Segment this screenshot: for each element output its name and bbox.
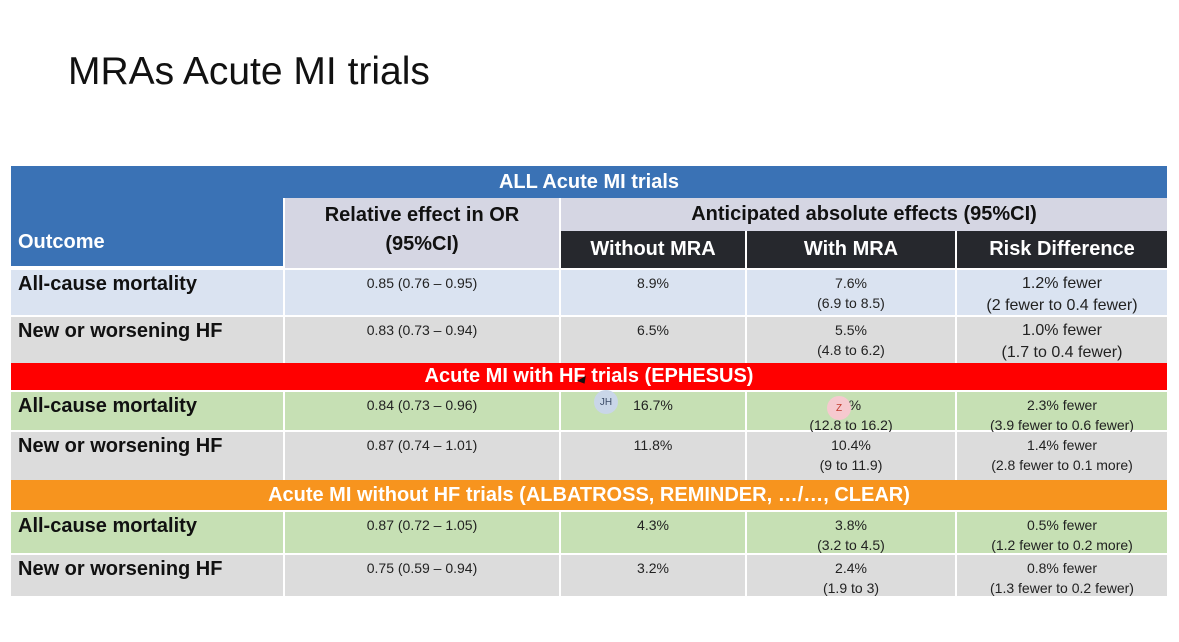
odds-ratio: 0.84 (0.73 – 0.96) [285,392,561,430]
odds-ratio: 0.83 (0.73 – 0.94) [285,317,561,363]
risk-difference-value: 0.8% fewer (1.3 fewer to 0.2 fewer) [957,555,1167,596]
results-table: ALL Acute MI trials Outcome Relative eff… [11,166,1167,596]
table-row: New or worsening HF 0.83 (0.73 – 0.94) 6… [11,315,1167,363]
risk-difference-value: 1.0% fewer (1.7 to 0.4 fewer) [957,317,1167,363]
with-mra-value: 3.8% (3.2 to 4.5) [747,512,957,553]
risk-ci: (3.9 fewer to 0.6 fewer) [990,417,1134,433]
outcome-label: All-cause mortality [11,392,285,430]
header-outcome: Outcome [11,198,285,268]
risk-ci: (1.3 fewer to 0.2 fewer) [990,580,1134,596]
odds-ratio: 0.87 (0.74 – 1.01) [285,432,561,480]
with-mra-point: 7.6% [835,275,867,291]
without-mra-value: 8.9% [561,270,747,315]
band-all-trials: ALL Acute MI trials [11,166,1167,198]
table-row: All-cause mortality 0.84 (0.73 – 0.96) 1… [11,390,1167,433]
risk-difference-value: 1.2% fewer (2 fewer to 0.4 fewer) [957,270,1167,315]
outcome-label: New or worsening HF [11,317,285,363]
header-risk-difference: Risk Difference [957,231,1167,268]
with-mra-value: 10.4% (9 to 11.9) [747,432,957,480]
with-mra-point: 10.4% [831,437,871,453]
risk-point: 2.3% fewer [1026,397,1098,413]
header-relative-line2: (95%CI) [385,233,459,255]
risk-point: 1.2% fewer [1021,275,1103,292]
with-mra-ci: (9 to 11.9) [819,457,883,473]
without-mra-value: 3.2% [561,555,747,596]
risk-difference-value: 1.4% fewer (2.8 fewer to 0.1 more) [957,432,1167,480]
risk-difference-value: 2.3% fewer (3.9 fewer to 0.6 fewer) [957,392,1167,433]
header-with-mra: With MRA [747,231,957,268]
risk-ci: (1.7 to 0.4 fewer) [1001,344,1123,361]
header-absolute-effects: Anticipated absolute effects (95%CI) Wit… [561,198,1167,268]
header-without-mra: Without MRA [561,231,747,268]
table-row: All-cause mortality 0.87 (0.72 – 1.05) 4… [11,510,1167,553]
with-mra-value: 7.6% (6.9 to 8.5) [747,270,957,315]
risk-ci: (2 fewer to 0.4 fewer) [986,297,1138,314]
with-mra-point: 2.4% [835,560,867,576]
without-mra-value: 11.8% [561,432,747,480]
table-header: Outcome Relative effect in OR (95%CI) An… [11,198,1167,268]
without-mra-value: 16.7% [561,392,747,430]
outcome-label: All-cause mortality [11,512,285,553]
odds-ratio: 0.75 (0.59 – 0.94) [285,555,561,596]
table-row: New or worsening HF 0.87 (0.74 – 1.01) 1… [11,430,1167,480]
with-mra-value: 5.5% (4.8 to 6.2) [747,317,957,363]
outcome-label: New or worsening HF [11,432,285,480]
header-relative-line1: Relative effect in OR [324,204,520,226]
outcome-label: New or worsening HF [11,555,285,596]
user-avatar-jh[interactable]: JH [594,390,618,414]
with-mra-point: 4% [840,397,862,413]
with-mra-value: 4% (12.8 to 16.2) [747,392,957,433]
without-mra-value: 6.5% [561,317,747,363]
with-mra-ci: (12.8 to 16.2) [809,417,893,433]
with-mra-ci: (3.2 to 4.5) [817,537,885,553]
with-mra-ci: (4.8 to 6.2) [817,342,885,358]
band-hf-trials: Acute MI with HF trials (EPHESUS) [11,363,1167,390]
band-no-hf-trials: Acute MI without HF trials (ALBATROSS, R… [11,480,1167,510]
risk-point: 0.5% fewer [1026,517,1098,533]
with-mra-point: 3.8% [835,517,867,533]
risk-ci: (2.8 fewer to 0.1 more) [991,457,1133,473]
header-relative-effect: Relative effect in OR (95%CI) [285,198,561,268]
risk-ci: (1.2 fewer to 0.2 more) [991,537,1133,553]
with-mra-value: 2.4% (1.9 to 3) [747,555,957,596]
with-mra-ci: (6.9 to 8.5) [817,295,885,311]
slide-title: MRAs Acute MI trials [68,50,430,93]
without-mra-value: 4.3% [561,512,747,553]
with-mra-ci: (1.9 to 3) [822,580,880,596]
odds-ratio: 0.87 (0.72 – 1.05) [285,512,561,553]
table-row: New or worsening HF 0.75 (0.59 – 0.94) 3… [11,553,1167,596]
header-absolute-title: Anticipated absolute effects (95%CI) [561,198,1167,231]
risk-point: 1.4% fewer [1026,437,1098,453]
user-avatar-z[interactable]: Z [827,396,851,420]
table-row: All-cause mortality 0.85 (0.76 – 0.95) 8… [11,268,1167,315]
risk-difference-value: 0.5% fewer (1.2 fewer to 0.2 more) [957,512,1167,553]
outcome-label: All-cause mortality [11,270,285,315]
risk-point: 1.0% fewer [1021,322,1103,339]
odds-ratio: 0.85 (0.76 – 0.95) [285,270,561,315]
with-mra-point: 5.5% [835,322,867,338]
risk-point: 0.8% fewer [1026,560,1098,576]
